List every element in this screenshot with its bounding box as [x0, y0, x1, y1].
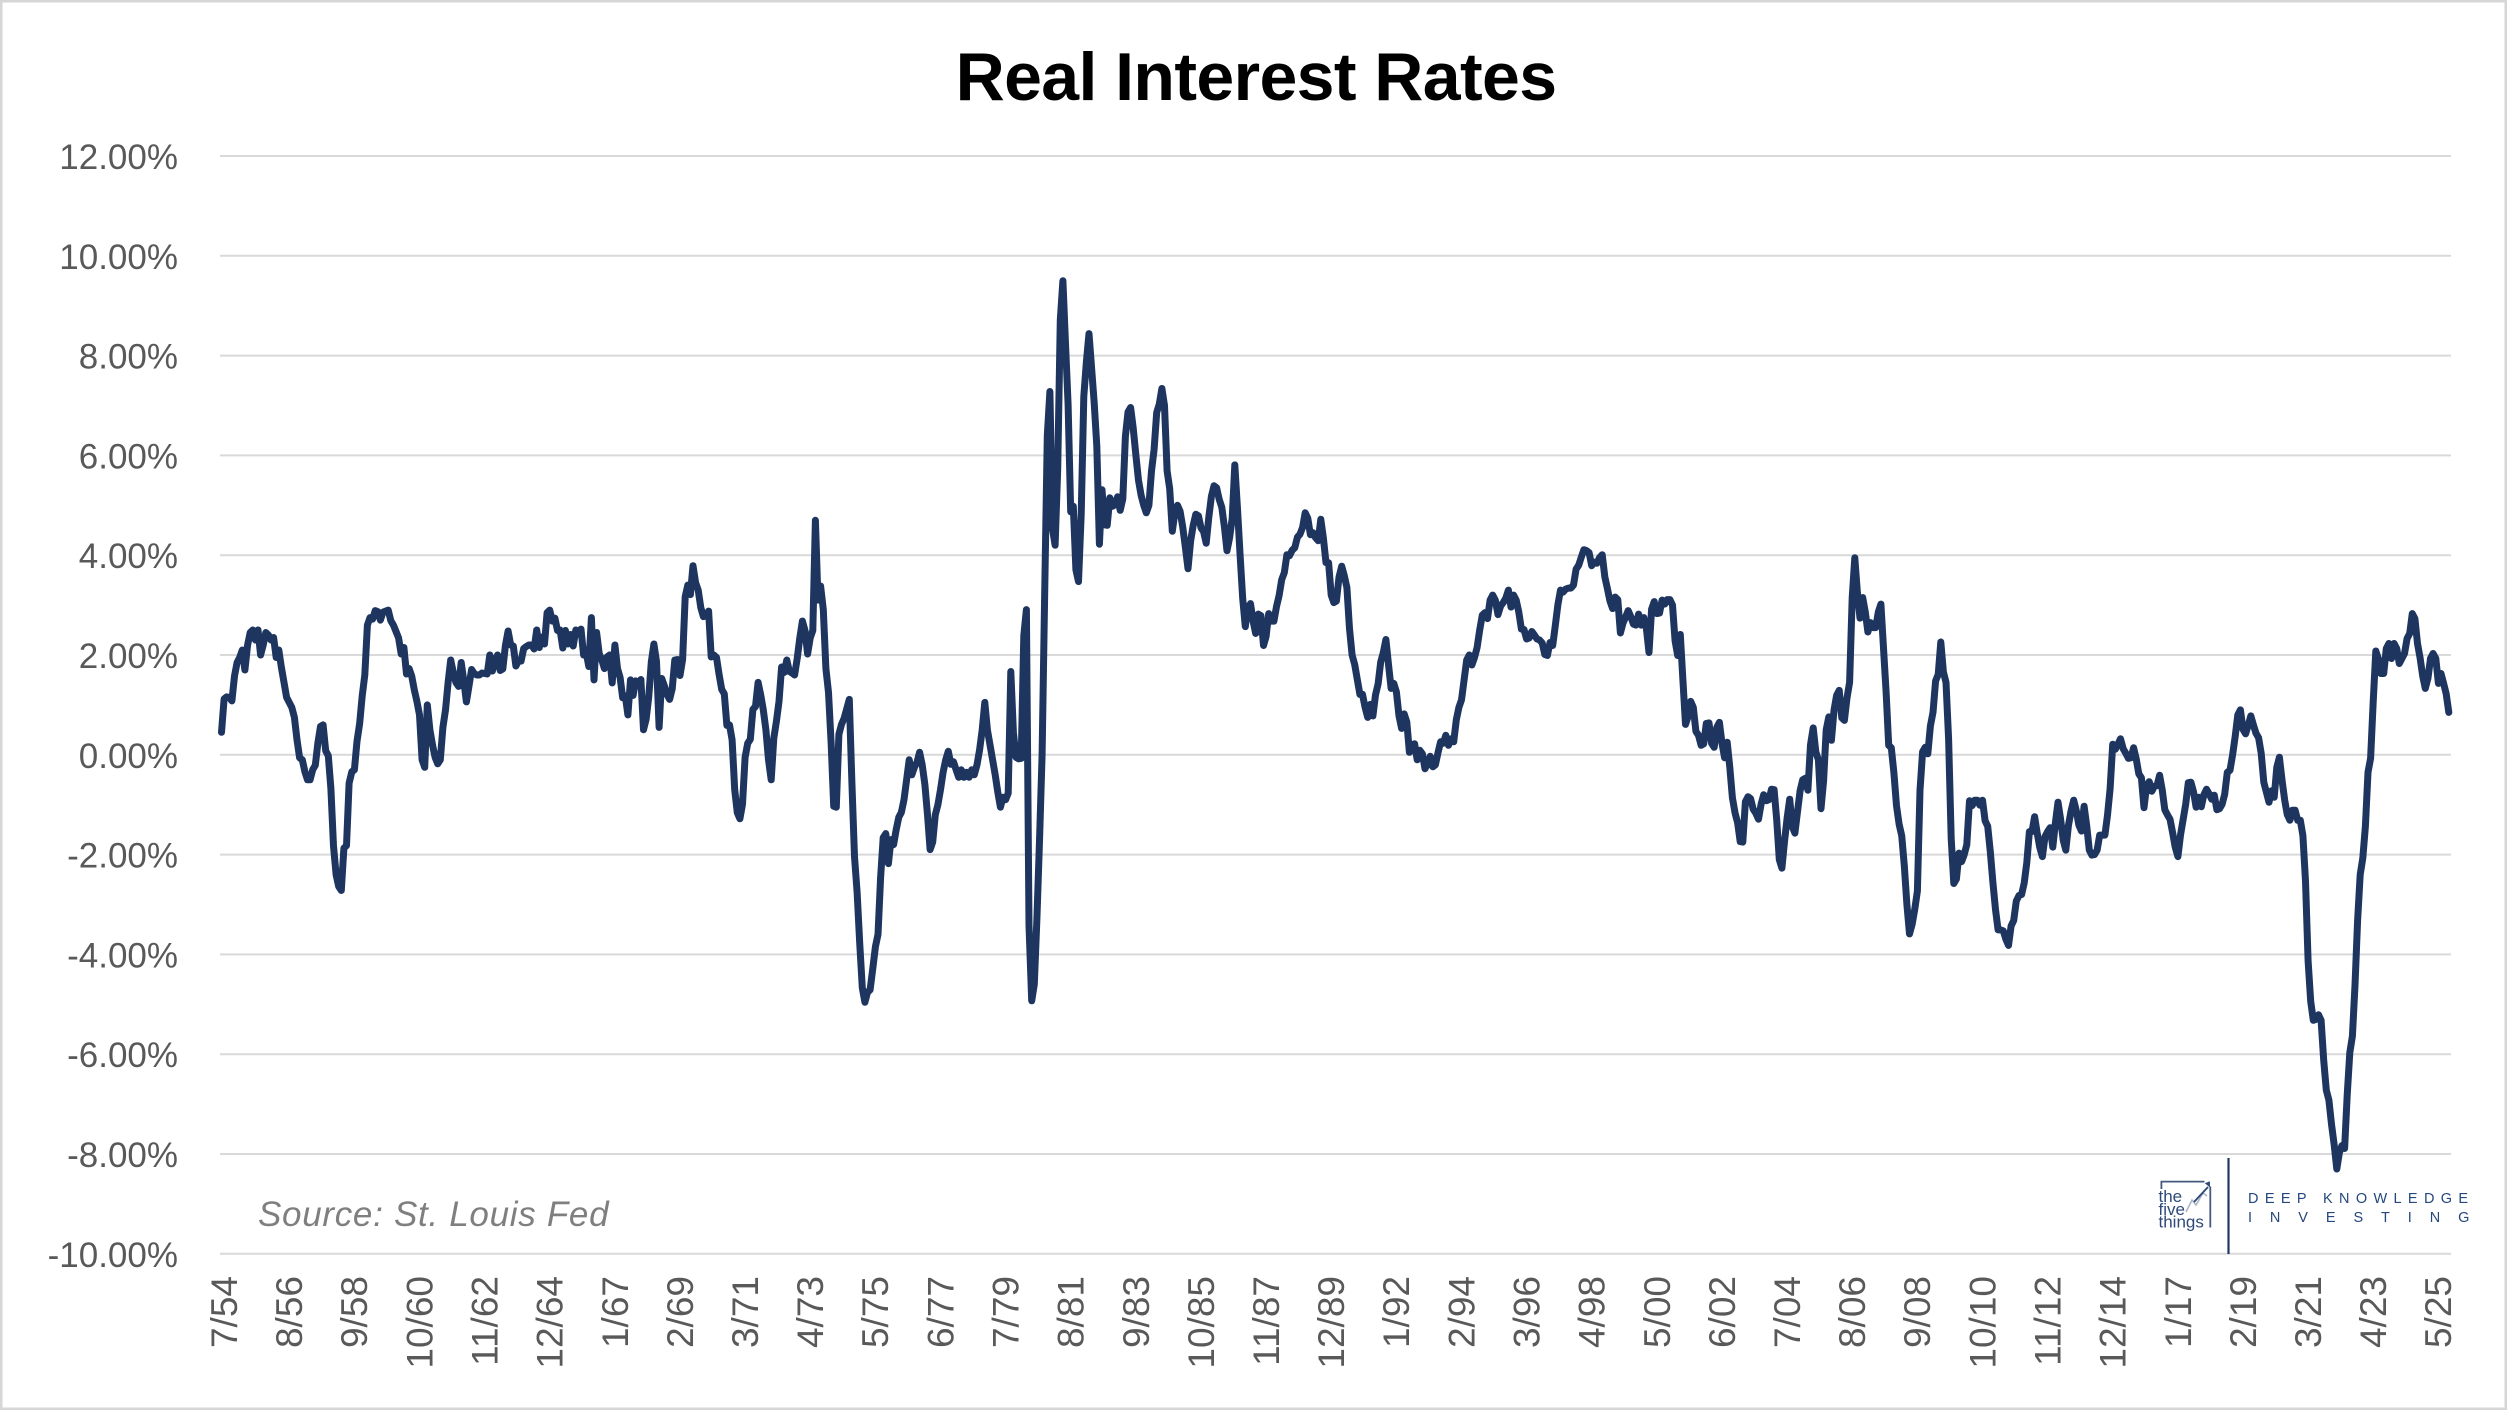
- svg-text:12/89: 12/89: [1311, 1276, 1352, 1369]
- svg-text:INVESTING: INVESTING: [2248, 1210, 2487, 1226]
- svg-text:10/10: 10/10: [1962, 1276, 2003, 1369]
- svg-text:4/73: 4/73: [790, 1276, 831, 1348]
- svg-text:DEEP KNOWLEDGE: DEEP KNOWLEDGE: [2248, 1191, 2474, 1207]
- svg-text:5/25: 5/25: [2418, 1276, 2459, 1348]
- svg-text:2.00%: 2.00%: [79, 637, 178, 676]
- svg-text:10.00%: 10.00%: [59, 238, 178, 277]
- svg-text:5/00: 5/00: [1637, 1276, 1678, 1348]
- svg-text:2/19: 2/19: [2223, 1276, 2264, 1348]
- svg-text:0.00%: 0.00%: [79, 737, 178, 776]
- svg-text:-4.00%: -4.00%: [67, 936, 178, 975]
- svg-text:12.00%: 12.00%: [59, 138, 178, 177]
- svg-text:12/14: 12/14: [2093, 1276, 2134, 1369]
- svg-text:11/12: 11/12: [2028, 1276, 2069, 1366]
- svg-text:things: things: [2159, 1213, 2204, 1232]
- svg-text:6.00%: 6.00%: [79, 437, 178, 476]
- svg-text:-10.00%: -10.00%: [48, 1236, 178, 1275]
- svg-text:8.00%: 8.00%: [79, 338, 178, 377]
- svg-text:10/60: 10/60: [399, 1276, 440, 1369]
- svg-text:9/83: 9/83: [1116, 1276, 1157, 1348]
- svg-text:4/23: 4/23: [2353, 1276, 2394, 1348]
- svg-text:3/21: 3/21: [2288, 1276, 2329, 1348]
- svg-text:1/92: 1/92: [1376, 1276, 1417, 1348]
- svg-text:5/75: 5/75: [855, 1276, 896, 1348]
- svg-text:7/79: 7/79: [986, 1276, 1027, 1348]
- svg-text:3/71: 3/71: [725, 1276, 766, 1348]
- svg-text:8/06: 8/06: [1832, 1276, 1873, 1348]
- svg-text:2/94: 2/94: [1441, 1276, 1482, 1348]
- svg-text:1/17: 1/17: [2158, 1276, 2199, 1348]
- svg-text:6/77: 6/77: [920, 1276, 961, 1348]
- svg-text:9/58: 9/58: [334, 1276, 375, 1348]
- svg-text:3/96: 3/96: [1507, 1276, 1548, 1348]
- svg-text:12/64: 12/64: [530, 1276, 571, 1369]
- svg-text:-8.00%: -8.00%: [67, 1136, 178, 1175]
- svg-text:10/85: 10/85: [1181, 1276, 1222, 1369]
- svg-text:7/54: 7/54: [204, 1276, 245, 1348]
- svg-text:Source: St. Louis Fed: Source: St. Louis Fed: [258, 1195, 610, 1234]
- svg-text:9/08: 9/08: [1897, 1276, 1938, 1348]
- svg-text:8/56: 8/56: [269, 1276, 310, 1348]
- svg-text:-2.00%: -2.00%: [67, 837, 178, 876]
- svg-text:2/69: 2/69: [660, 1276, 701, 1348]
- svg-text:4.00%: 4.00%: [79, 537, 178, 576]
- svg-text:4/98: 4/98: [1572, 1276, 1613, 1348]
- svg-text:five: five: [2159, 1200, 2185, 1219]
- svg-text:11/62: 11/62: [465, 1276, 506, 1366]
- svg-text:the: the: [2159, 1187, 2183, 1206]
- svg-text:-6.00%: -6.00%: [67, 1036, 178, 1075]
- svg-text:11/87: 11/87: [1246, 1276, 1287, 1366]
- svg-text:7/04: 7/04: [1767, 1276, 1808, 1348]
- svg-text:1/67: 1/67: [595, 1276, 636, 1348]
- svg-text:8/81: 8/81: [1051, 1276, 1092, 1348]
- svg-text:Real Interest Rates: Real Interest Rates: [956, 39, 1557, 115]
- svg-text:6/02: 6/02: [1702, 1276, 1743, 1348]
